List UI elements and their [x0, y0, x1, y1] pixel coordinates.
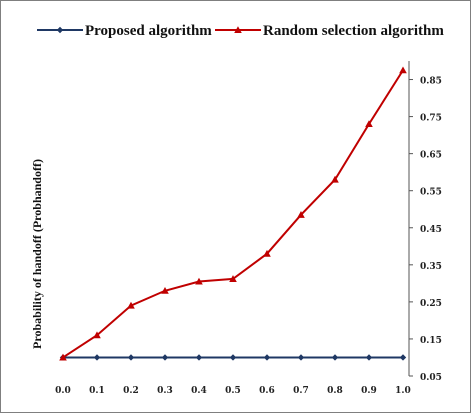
- data-point: [127, 354, 135, 361]
- x-tick-label: 0.7: [293, 386, 309, 396]
- data-point: [93, 354, 101, 361]
- data-point: [161, 286, 169, 294]
- x-tick-label: 0.9: [361, 386, 377, 396]
- y-tick-label: 0.05: [420, 373, 442, 383]
- y-tick-label: 0.35: [420, 262, 442, 272]
- data-point: [229, 275, 237, 282]
- y-tick-label: 0.25: [420, 299, 442, 309]
- data-point: [229, 354, 237, 361]
- data-point: [297, 210, 305, 218]
- data-point: [365, 120, 373, 128]
- data-point: [195, 277, 203, 285]
- data-point: [263, 354, 271, 361]
- y-tick-label: 0.55: [420, 188, 442, 198]
- x-tick-label: 0.3: [157, 386, 173, 396]
- data-point: [59, 353, 67, 361]
- data-point: [331, 175, 339, 183]
- x-tick-label: 0.5: [225, 386, 241, 396]
- data-point: [263, 249, 271, 257]
- data-point: [297, 354, 305, 361]
- series-1: [59, 354, 407, 361]
- data-point: [399, 354, 407, 361]
- data-point: [195, 354, 203, 361]
- legend: Proposed algorithm Random selection algor…: [37, 23, 444, 39]
- legend-marker: [234, 26, 242, 34]
- data-point: [161, 354, 169, 361]
- series-2: [59, 66, 407, 361]
- x-tick-label: 0.6: [259, 386, 275, 396]
- data-point: [127, 301, 135, 309]
- y-tick-label: 0.75: [420, 114, 442, 124]
- x-tick-label: 0.4: [191, 386, 207, 396]
- data-point: [365, 354, 373, 361]
- series-line: [62, 69, 404, 359]
- x-tick-label: 0.1: [89, 386, 105, 396]
- x-tick-label: 0.0: [55, 386, 71, 396]
- y-tick-label: 0.85: [420, 77, 442, 87]
- data-point: [399, 66, 407, 74]
- x-tick-label: 0.2: [123, 386, 139, 396]
- series-layer: [59, 66, 407, 361]
- y-tick-label: 0.45: [420, 225, 442, 235]
- legend-label: Random selection algorithm: [263, 23, 444, 39]
- legend-label: Proposed algorithm: [85, 23, 212, 39]
- data-point: [331, 354, 339, 361]
- legend-marker: [56, 26, 64, 34]
- axes: 0.05 0.15 0.25 0.35 0.45 0.55 0.65 0.75 0.85 0.0 0…: [55, 61, 442, 396]
- y-tick-label: 0.65: [420, 151, 442, 161]
- y-tick-label: 0.15: [420, 336, 442, 346]
- y-axis-label: Probability of handoff (Probhandoff): [30, 159, 44, 349]
- x-tick-label: 0.8: [327, 386, 343, 396]
- x-tick-label: 1.0: [395, 386, 411, 396]
- data-point: [93, 331, 101, 339]
